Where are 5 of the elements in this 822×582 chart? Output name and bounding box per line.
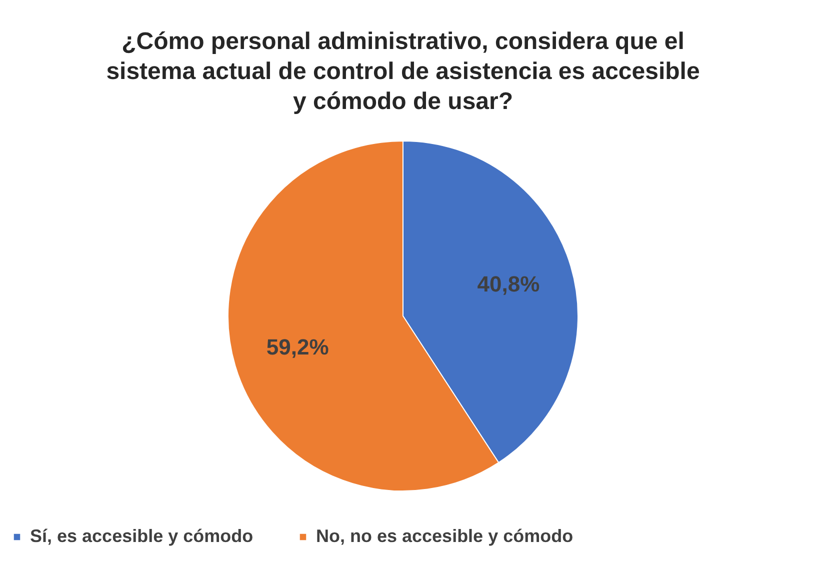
data-label: 40,8% <box>477 272 540 297</box>
legend-label: No, no es accesible y cómodo <box>316 526 574 546</box>
legend-label: Sí, es accesible y cómodo <box>30 526 254 546</box>
data-label: 59,2% <box>266 334 329 360</box>
chart-title: ¿Cómo personal administrativo, considera que el sistema actual de control de asistencia es accesible y cómodo de usar? <box>106 28 700 115</box>
